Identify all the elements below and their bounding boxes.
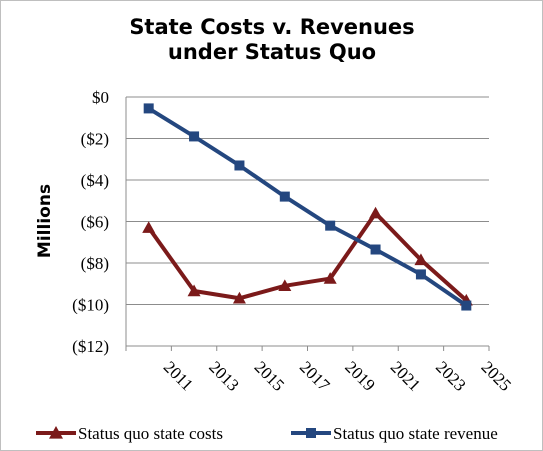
- x-tick-label: 2023: [432, 357, 469, 394]
- x-tick-label: 2021: [387, 357, 424, 394]
- x-tick-label: 2019: [341, 357, 378, 394]
- chart-title-line-2: under Status Quo: [168, 40, 376, 64]
- legend-marker: [49, 426, 63, 439]
- gridlines: [126, 96, 489, 347]
- series-line-2: [147, 106, 468, 308]
- data-point: [279, 191, 290, 202]
- data-point: [142, 221, 156, 233]
- data-point: [461, 300, 472, 311]
- data-point: [415, 269, 426, 280]
- y-tick-label: ($12): [72, 337, 109, 356]
- y-axis-label: Millions: [35, 184, 55, 258]
- data-point: [370, 244, 381, 255]
- y-tick-label: ($8): [81, 254, 109, 273]
- x-tick-label: 2011: [160, 357, 197, 394]
- legend-label: Status quo state costs: [78, 424, 223, 443]
- data-point: [369, 206, 383, 219]
- y-tick-label: ($2): [81, 130, 109, 149]
- y-tick-label: ($10): [72, 296, 109, 315]
- data-point: [234, 160, 245, 171]
- y-tick-label: ($4): [81, 171, 109, 190]
- series-line-1: [147, 211, 468, 302]
- y-tick-label: ($6): [81, 213, 109, 232]
- data-point: [187, 284, 201, 297]
- x-tick-label: 2015: [251, 357, 288, 394]
- chart-title-line-1: State Costs v. Revenues: [129, 15, 414, 39]
- data-point: [143, 103, 154, 114]
- series-group: [142, 103, 473, 311]
- axes: $0 ($2) ($4) ($6) ($8) ($10) ($12) 2011 2013 2015…: [72, 88, 515, 395]
- data-point: [189, 131, 200, 142]
- data-point: [278, 279, 292, 292]
- legend: Status quo state costs Status quo state r…: [36, 424, 498, 443]
- data-point: [323, 272, 337, 284]
- x-tick-label: 2017: [296, 357, 334, 395]
- data-point: [414, 253, 428, 266]
- x-tick-label: 2025: [477, 357, 514, 394]
- y-tick-label: $0: [92, 88, 109, 107]
- x-tick-label: 2013: [205, 357, 242, 394]
- legend-marker: [306, 428, 316, 438]
- legend-label: Status quo state revenue: [333, 424, 498, 443]
- data-point: [325, 220, 336, 231]
- data-point: [232, 291, 246, 304]
